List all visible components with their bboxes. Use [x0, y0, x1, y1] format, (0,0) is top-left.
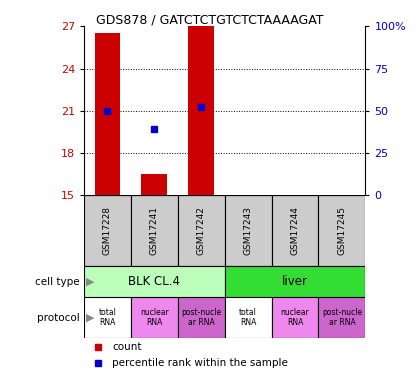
Text: ▶: ▶	[86, 277, 94, 287]
Text: total
RNA: total RNA	[99, 308, 116, 327]
Text: count: count	[112, 342, 142, 352]
Text: GSM17243: GSM17243	[244, 207, 253, 255]
Text: nuclear
RNA: nuclear RNA	[140, 308, 169, 327]
Bar	[142, 174, 167, 195]
Bar	[178, 195, 225, 267]
Bar	[131, 297, 178, 339]
Bar	[84, 267, 225, 297]
Text: GSM17241: GSM17241	[150, 207, 159, 255]
Bar	[188, 26, 214, 195]
Text: protocol: protocol	[37, 313, 80, 323]
Text: percentile rank within the sample: percentile rank within the sample	[112, 358, 288, 368]
Bar	[94, 33, 121, 195]
Text: GSM17228: GSM17228	[103, 207, 112, 255]
Bar	[318, 297, 365, 339]
Bar	[318, 195, 365, 267]
Bar	[131, 195, 178, 267]
Text: total
RNA: total RNA	[239, 308, 257, 327]
Text: post-nucle
ar RNA: post-nucle ar RNA	[322, 308, 362, 327]
Text: GSM17242: GSM17242	[197, 207, 206, 255]
Text: GSM17244: GSM17244	[291, 207, 299, 255]
Bar	[225, 297, 272, 339]
Text: BLK CL.4: BLK CL.4	[129, 275, 180, 288]
Text: liver: liver	[282, 275, 308, 288]
Text: post-nucle
ar RNA: post-nucle ar RNA	[181, 308, 221, 327]
Bar	[84, 297, 131, 339]
Bar	[272, 297, 318, 339]
Text: GSM17245: GSM17245	[337, 207, 346, 255]
Text: ▶: ▶	[86, 313, 94, 323]
Text: GDS878 / GATCTCTGTCTCTAAAAGAT: GDS878 / GATCTCTGTCTCTAAAAGAT	[96, 13, 324, 26]
Bar	[225, 267, 365, 297]
Bar	[225, 195, 272, 267]
Bar	[84, 195, 131, 267]
Text: cell type: cell type	[35, 277, 80, 287]
Bar	[272, 195, 318, 267]
Text: nuclear
RNA: nuclear RNA	[281, 308, 310, 327]
Bar	[178, 297, 225, 339]
